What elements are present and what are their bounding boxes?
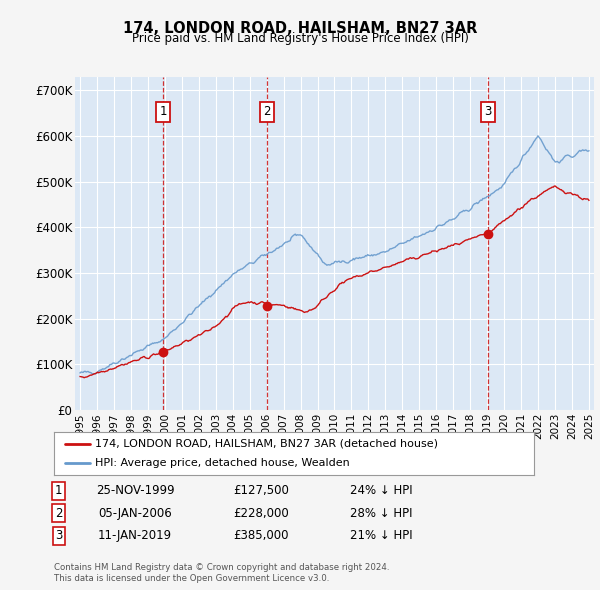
Text: 1: 1 — [160, 105, 167, 118]
Text: 11-JAN-2019: 11-JAN-2019 — [98, 529, 172, 542]
Text: £385,000: £385,000 — [233, 529, 289, 542]
Text: 1: 1 — [55, 484, 62, 497]
Text: Contains HM Land Registry data © Crown copyright and database right 2024.: Contains HM Land Registry data © Crown c… — [54, 563, 389, 572]
Text: 3: 3 — [55, 529, 62, 542]
Text: 2: 2 — [55, 507, 62, 520]
Text: HPI: Average price, detached house, Wealden: HPI: Average price, detached house, Weal… — [95, 458, 350, 468]
Text: 21% ↓ HPI: 21% ↓ HPI — [350, 529, 412, 542]
Text: £228,000: £228,000 — [233, 507, 289, 520]
Text: 24% ↓ HPI: 24% ↓ HPI — [350, 484, 412, 497]
Text: 3: 3 — [484, 105, 491, 118]
Text: 28% ↓ HPI: 28% ↓ HPI — [350, 507, 412, 520]
Text: 174, LONDON ROAD, HAILSHAM, BN27 3AR: 174, LONDON ROAD, HAILSHAM, BN27 3AR — [123, 21, 477, 35]
Text: 05-JAN-2006: 05-JAN-2006 — [98, 507, 172, 520]
Text: 25-NOV-1999: 25-NOV-1999 — [95, 484, 175, 497]
Text: This data is licensed under the Open Government Licence v3.0.: This data is licensed under the Open Gov… — [54, 573, 329, 583]
Text: 174, LONDON ROAD, HAILSHAM, BN27 3AR (detached house): 174, LONDON ROAD, HAILSHAM, BN27 3AR (de… — [95, 438, 438, 448]
Text: £127,500: £127,500 — [233, 484, 289, 497]
Text: Price paid vs. HM Land Registry's House Price Index (HPI): Price paid vs. HM Land Registry's House … — [131, 32, 469, 45]
Text: 2: 2 — [263, 105, 271, 118]
